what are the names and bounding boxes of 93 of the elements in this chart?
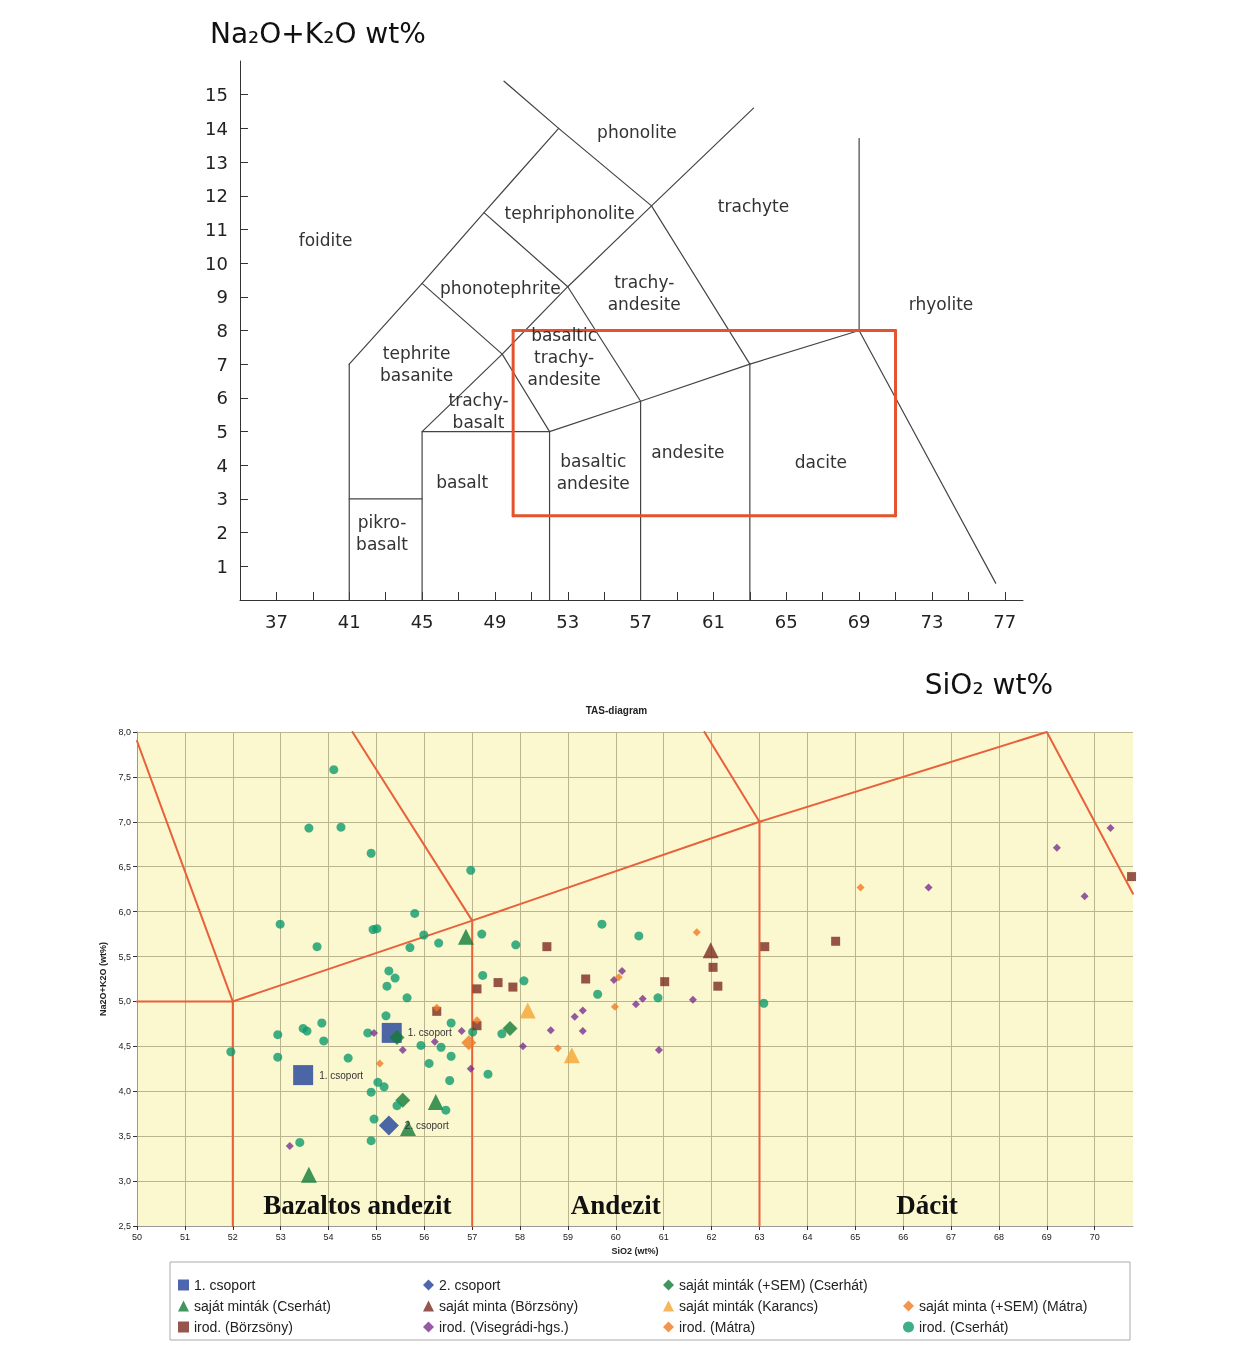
legend-label: irod. (Visegrádi-hgs.)	[439, 1319, 569, 1335]
x-axis-title: SiO2 (wt%)	[611, 1245, 659, 1256]
annotation: phonolite	[597, 121, 677, 142]
annotation: phonotephrite	[440, 278, 561, 299]
x-tick-label: 53	[556, 610, 580, 632]
y-tick-label: 15	[205, 84, 228, 106]
legend-label: saját minta (+SEM) (Mátra)	[919, 1298, 1088, 1314]
x-tick-label: 58	[515, 1231, 526, 1242]
legend-label: 2. csoport	[439, 1277, 501, 1293]
x-tick-label: 53	[275, 1231, 286, 1242]
y-tick-label: 8	[216, 320, 228, 341]
x-tick-label: 55	[371, 1231, 382, 1242]
x-tick-label: 68	[993, 1231, 1004, 1242]
y-axis-title: Na₂O+K₂O wt%	[210, 16, 426, 50]
y-tick-label: 1	[216, 555, 228, 577]
x-tick-label: 70	[1089, 1231, 1100, 1242]
legend-label: saját minták (Cserhát)	[194, 1298, 331, 1314]
y-tick-label: 2,5	[118, 1221, 131, 1231]
annotation: pikro- basalt	[356, 511, 409, 554]
annotation: trachy- andesite	[607, 272, 681, 315]
x-tick-label: 59	[562, 1231, 573, 1242]
y-tick-label: 12	[205, 185, 228, 207]
legend-label: irod. (Mátra)	[679, 1319, 756, 1335]
annotation: basalt	[436, 472, 489, 493]
x-axis-title: SiO₂ wt%	[924, 667, 1053, 701]
x-tick-label: 64	[802, 1231, 813, 1242]
legend-label: saját minta (Börzsöny)	[439, 1298, 579, 1314]
x-tick-label: 57	[467, 1231, 478, 1242]
y-tick-label: 3	[216, 488, 228, 510]
legend-label: saját minták (Karancs)	[679, 1298, 819, 1314]
legend-label: saját minták (+SEM) (Cserhát)	[679, 1277, 868, 1293]
y-axis-title: Na2O+K2O (wt%)	[97, 942, 108, 1016]
x-tick-label: 41	[337, 610, 361, 632]
x-tick-label: 61	[658, 1231, 669, 1242]
annotation: dacite	[794, 451, 848, 472]
y-tick-label: 13	[205, 151, 228, 173]
y-tick-label: 10	[205, 252, 228, 274]
annotation: Dácit	[896, 1190, 958, 1221]
y-tick-label: 7	[216, 353, 228, 375]
x-tick-label: 69	[847, 610, 871, 632]
y-tick-label: 4	[216, 454, 228, 476]
x-tick-label: 60	[610, 1231, 621, 1242]
y-tick-label: 8,0	[118, 727, 131, 737]
x-tick-label: 45	[410, 610, 434, 632]
legend-label: irod. (Börzsöny)	[194, 1319, 293, 1335]
x-tick-label: 62	[706, 1231, 717, 1242]
y-tick-label: 6,5	[118, 861, 131, 872]
annotation: basaltic andesite	[556, 450, 630, 493]
legend-label: 1. csoport	[194, 1277, 256, 1293]
x-tick-label: 63	[754, 1231, 765, 1242]
x-tick-label: 49	[483, 610, 507, 632]
annotation: Andezit	[570, 1190, 661, 1221]
annotation: Bazaltos andezit	[263, 1190, 452, 1221]
y-tick-label: 3,0	[118, 1176, 131, 1187]
x-tick-label: 50	[131, 1231, 143, 1242]
annotation: foidite	[298, 229, 353, 250]
x-tick-label: 77	[993, 610, 1017, 632]
x-tick-label: 65	[774, 610, 798, 632]
y-tick-label: 2	[216, 522, 228, 544]
annotation: rhyolite	[908, 293, 974, 314]
y-tick-label: 5,5	[118, 951, 131, 962]
y-tick-label: 5,0	[118, 996, 131, 1007]
y-tick-label: 11	[205, 218, 228, 240]
y-tick-label: 7,5	[118, 771, 131, 782]
x-tick-label: 57	[629, 610, 653, 632]
legend-label: irod. (Cserhát)	[919, 1319, 1009, 1335]
y-tick-label: 4,5	[118, 1041, 131, 1052]
x-tick-label: 52	[227, 1231, 238, 1242]
chart-title: TAS-diagram	[585, 704, 648, 716]
x-tick-label: 37	[264, 610, 288, 632]
y-tick-label: 3,5	[118, 1131, 131, 1142]
annotation: 1. csoport	[407, 1027, 452, 1039]
annotation: 1. csoport	[319, 1069, 364, 1081]
x-tick-label: 66	[898, 1231, 909, 1242]
y-tick-label: 6,0	[118, 906, 131, 917]
annotation: andesite	[651, 441, 725, 462]
x-tick-label: 65	[850, 1231, 861, 1242]
x-tick-label: 69	[1041, 1231, 1052, 1242]
y-tick-label: 7,0	[118, 816, 131, 827]
x-tick-label: 73	[920, 610, 944, 632]
y-tick-label: 5	[216, 421, 228, 443]
x-tick-label: 67	[946, 1231, 957, 1242]
x-tick-label: 61	[701, 610, 725, 632]
y-tick-label: 4,0	[118, 1086, 131, 1097]
y-tick-label: 6	[216, 387, 228, 409]
x-tick-label: 54	[323, 1231, 334, 1242]
x-tick-label: 56	[419, 1231, 430, 1242]
annotation: basaltic trachy- andesite	[527, 325, 601, 390]
y-tick-label: 9	[216, 286, 228, 308]
x-tick-label: 51	[179, 1231, 190, 1242]
y-tick-label: 14	[205, 117, 228, 139]
annotation: trachyte	[717, 195, 790, 216]
annotation: tephriphonolite	[504, 202, 635, 223]
